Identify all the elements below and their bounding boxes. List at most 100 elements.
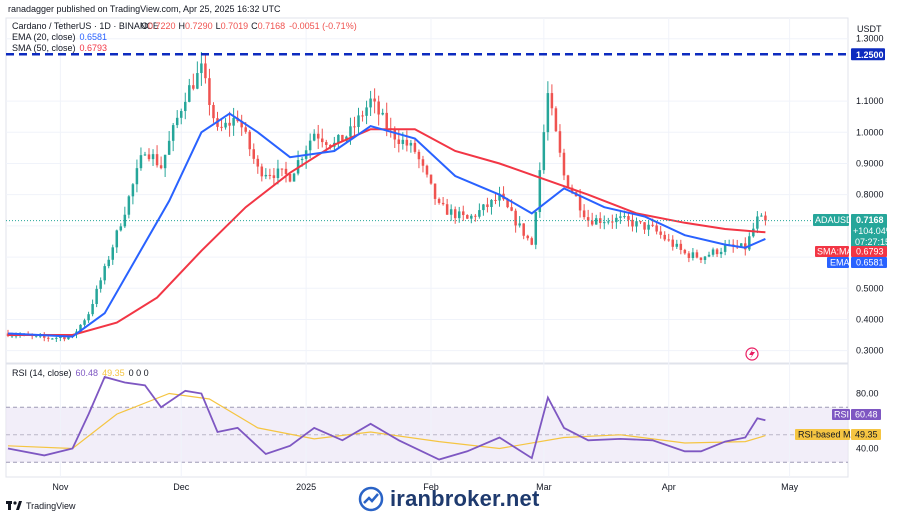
candle-body bbox=[482, 204, 485, 211]
candle-body bbox=[582, 210, 586, 218]
svg-text:ADAUSDT: ADAUSDT bbox=[815, 215, 859, 225]
candle-body bbox=[196, 73, 199, 89]
candle-body bbox=[321, 138, 324, 143]
candle-body bbox=[554, 108, 558, 132]
candle-body bbox=[192, 85, 195, 89]
candle-body bbox=[405, 139, 409, 146]
candle-body bbox=[494, 199, 497, 201]
candle-body bbox=[248, 131, 251, 150]
price-tick-label: 1.0000 bbox=[856, 127, 884, 137]
candle-body bbox=[417, 151, 421, 160]
grid bbox=[6, 18, 848, 477]
svg-text:SMA (50, close)0.6793: SMA (50, close) 0.6793 bbox=[12, 43, 107, 53]
candle-body bbox=[647, 224, 650, 230]
candle-body bbox=[655, 225, 658, 232]
ema-badge: EMA 0.6581 bbox=[827, 257, 887, 268]
candle-body bbox=[566, 175, 570, 188]
sma-badge: SMA:MA 0.6793 bbox=[815, 246, 887, 257]
rsi-ma-line bbox=[7, 392, 766, 450]
candle-body bbox=[179, 111, 183, 118]
candle-body bbox=[316, 133, 320, 139]
candle-body bbox=[687, 253, 691, 258]
candle-body bbox=[397, 139, 401, 144]
candle-body bbox=[288, 173, 292, 182]
candle-body bbox=[353, 126, 356, 128]
sma-50-line bbox=[8, 128, 766, 336]
candle-body bbox=[208, 78, 211, 105]
candle-body bbox=[256, 158, 260, 167]
candle-body bbox=[264, 174, 268, 177]
svg-text:07:27:15: 07:27:15 bbox=[855, 237, 890, 247]
candle-body bbox=[107, 259, 110, 267]
candle-body bbox=[111, 247, 114, 260]
candle-body bbox=[151, 154, 155, 160]
time-tick-label: Nov bbox=[52, 482, 69, 492]
candle-body bbox=[175, 117, 179, 126]
candle-body bbox=[337, 134, 340, 143]
candle-body bbox=[47, 337, 50, 339]
price-pane bbox=[5, 17, 849, 364]
time-tick-label: Dec bbox=[173, 482, 190, 492]
candle-body bbox=[679, 243, 683, 250]
candle-body bbox=[719, 251, 723, 255]
candle-body bbox=[478, 210, 481, 217]
legend-rsi[interactable]: RSI (14, close) 60.48 49.35 0 0 0 bbox=[12, 368, 149, 378]
candle-body bbox=[139, 155, 143, 169]
candle-body bbox=[522, 223, 525, 236]
candle-body bbox=[550, 93, 554, 109]
candle-body bbox=[268, 174, 272, 176]
legend-ema[interactable]: EMA (20, close) 0.6581 bbox=[12, 32, 107, 42]
rsi-line bbox=[7, 375, 766, 461]
price-tick-label: 0.8000 bbox=[856, 190, 884, 200]
candle-body bbox=[623, 216, 626, 218]
candle-body bbox=[240, 121, 243, 128]
candle-body bbox=[131, 184, 135, 197]
candle-body bbox=[683, 249, 687, 254]
candle-body bbox=[538, 170, 542, 213]
candle-body bbox=[159, 165, 163, 169]
candle-body bbox=[413, 142, 417, 152]
candle-body bbox=[135, 168, 139, 185]
candle-body bbox=[425, 165, 429, 175]
symbol-title: Cardano / TetherUS · 1D · BINANCE bbox=[12, 21, 159, 31]
candle-body bbox=[542, 132, 546, 171]
candle-body bbox=[292, 173, 296, 182]
candle-body bbox=[220, 126, 223, 128]
candle-body bbox=[119, 226, 123, 231]
candle-body bbox=[441, 202, 445, 205]
candle-body bbox=[546, 93, 550, 133]
candle-body bbox=[453, 209, 457, 219]
alert-lightning-icon[interactable] bbox=[745, 347, 759, 361]
candle-body bbox=[147, 154, 151, 160]
candle-body bbox=[437, 198, 441, 203]
candle-body bbox=[204, 63, 207, 79]
candle-body bbox=[329, 144, 332, 147]
candle-body bbox=[59, 336, 62, 338]
candle-body bbox=[590, 220, 594, 225]
rsi-axis: 80.00 40.00 bbox=[856, 389, 879, 454]
publisher-line: ranadagger published on TradingView.com,… bbox=[8, 4, 281, 14]
price-tick-label: 1.3000 bbox=[856, 34, 884, 44]
candle-body bbox=[34, 335, 38, 337]
legend-sma[interactable]: SMA (50, close) 0.6793 bbox=[12, 43, 107, 53]
candle-body bbox=[462, 211, 465, 216]
candle-body bbox=[272, 175, 276, 179]
rsi-lines bbox=[7, 375, 766, 461]
time-tick-label: Apr bbox=[662, 482, 676, 492]
candle-body bbox=[83, 320, 86, 325]
tradingview-logo[interactable]: TradingView bbox=[6, 501, 76, 511]
price-tick-label: 0.4000 bbox=[856, 314, 884, 324]
candle-body bbox=[312, 133, 316, 141]
candle-body bbox=[433, 183, 437, 199]
time-tick-label: 2025 bbox=[296, 482, 316, 492]
candle-body bbox=[663, 234, 666, 240]
candle-body bbox=[409, 142, 413, 146]
svg-text:49.35: 49.35 bbox=[855, 430, 878, 440]
candle-body bbox=[95, 288, 98, 304]
time-tick-label: May bbox=[781, 482, 799, 492]
watermark: iranbroker.net bbox=[358, 486, 540, 512]
candle-body bbox=[615, 217, 618, 223]
candle-body bbox=[466, 215, 469, 219]
candle-body bbox=[393, 128, 397, 140]
